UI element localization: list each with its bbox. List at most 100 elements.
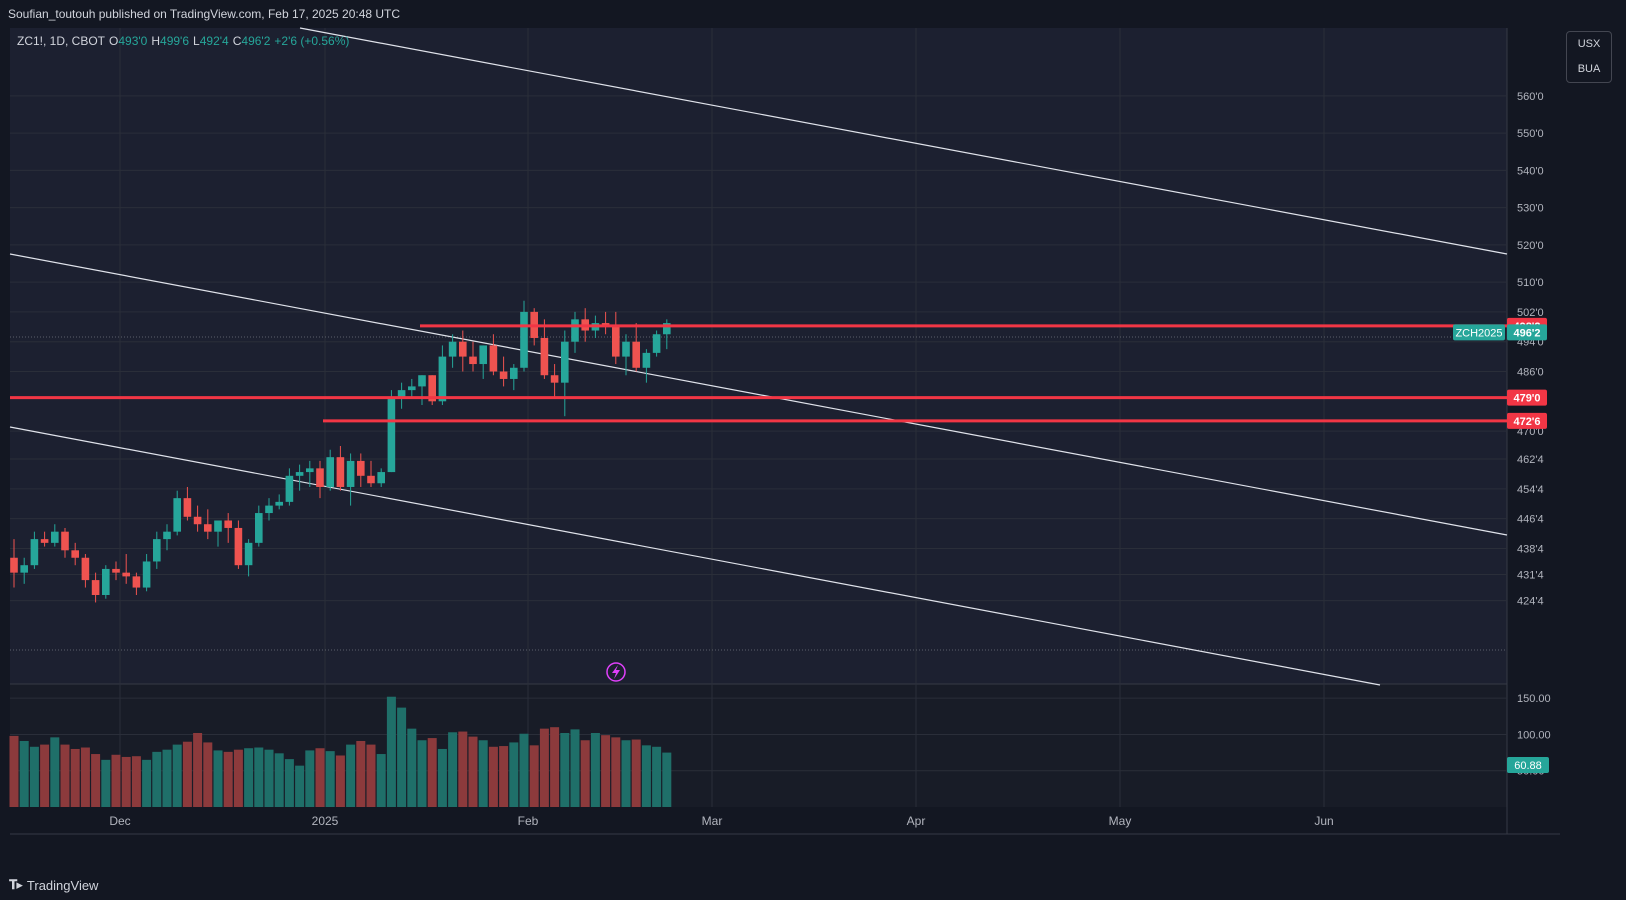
price-tick-label: 470'0 bbox=[1517, 426, 1544, 438]
tradingview-logo[interactable]: 𝐓▸ TradingView bbox=[9, 877, 98, 893]
volume-bar bbox=[386, 696, 396, 807]
time-tick-label: 2025 bbox=[312, 814, 339, 828]
volume-bar bbox=[641, 745, 651, 807]
legend-open: 493'0 bbox=[118, 34, 148, 48]
lightning-icon bbox=[606, 662, 626, 682]
level-price-label: 479'0 bbox=[1513, 393, 1540, 405]
volume-bar bbox=[662, 752, 672, 807]
volume-bar bbox=[203, 742, 213, 807]
symbol-tag bbox=[1453, 324, 1505, 341]
volume-bar bbox=[488, 746, 498, 807]
volume-bar bbox=[560, 732, 570, 807]
candle-down bbox=[193, 516, 202, 525]
volume-bar bbox=[50, 737, 60, 807]
candle-down bbox=[61, 531, 69, 551]
trendline-upper bbox=[299, 27, 1508, 255]
candle-down bbox=[224, 520, 232, 528]
volume-bar bbox=[325, 751, 335, 807]
currency-usx[interactable]: USX bbox=[1577, 38, 1601, 50]
candle-down bbox=[540, 337, 549, 376]
volume-bar bbox=[213, 750, 223, 807]
currency-bua[interactable]: BUA bbox=[1577, 63, 1601, 75]
candle-up bbox=[173, 498, 181, 532]
volume-bar bbox=[570, 729, 580, 807]
volume-bar bbox=[356, 740, 366, 807]
symbol-legend: ZC1!, 1D, CBOT O 493'0 H 499'6 L 492'4 C 496… bbox=[17, 34, 349, 48]
volume-bar bbox=[182, 741, 192, 807]
candle-down bbox=[183, 498, 192, 517]
volume-bar bbox=[193, 732, 203, 807]
time-tick-label: May bbox=[1109, 814, 1132, 828]
horizontal-levels bbox=[10, 324, 1507, 423]
candle-down bbox=[459, 341, 467, 357]
volume-bar bbox=[601, 735, 611, 807]
level-price-label: 472'6 bbox=[1513, 416, 1540, 428]
price-tick-label: 560'0 bbox=[1517, 91, 1544, 103]
legend-low: 492'4 bbox=[199, 34, 229, 48]
currency-unit-toggle[interactable]: USX BUA bbox=[1566, 31, 1612, 83]
candle-up bbox=[418, 375, 426, 387]
candle-down bbox=[10, 557, 18, 573]
volume-bar bbox=[509, 742, 519, 807]
trendlines bbox=[9, 27, 1508, 686]
last-volume-tag bbox=[1507, 757, 1549, 773]
last-price-tag bbox=[1507, 324, 1547, 341]
candle-up bbox=[510, 367, 518, 379]
volume-bar bbox=[9, 735, 19, 807]
volume-bar bbox=[529, 745, 539, 807]
volume-bar bbox=[60, 744, 70, 807]
price-tick-label: 540'0 bbox=[1517, 165, 1544, 177]
candle-up bbox=[102, 568, 110, 595]
footer: 𝐓▸ TradingView bbox=[0, 868, 1626, 900]
volume-bar bbox=[580, 740, 590, 807]
volume-bar bbox=[162, 749, 172, 807]
volume-bar bbox=[315, 748, 325, 807]
publisher-header: Soufian_toutouh published on TradingView… bbox=[0, 0, 1626, 26]
footer-brand: TradingView bbox=[26, 877, 99, 893]
volume-bar bbox=[478, 740, 488, 807]
candle-up bbox=[642, 352, 651, 368]
candle-down bbox=[316, 468, 324, 487]
trendline-lower bbox=[9, 426, 1381, 686]
candle-up bbox=[561, 341, 569, 383]
price-tick-label: 424'4 bbox=[1517, 596, 1544, 608]
candle-up bbox=[652, 334, 661, 353]
volume-bar bbox=[376, 754, 386, 807]
volume-bar bbox=[621, 740, 631, 807]
volume-bar bbox=[142, 759, 152, 807]
time-tick-label: Mar bbox=[702, 814, 723, 828]
candle-down bbox=[40, 539, 49, 543]
volume-bar bbox=[539, 728, 549, 807]
last-volume-label: 60.88 bbox=[1514, 760, 1542, 772]
volume-bar bbox=[40, 744, 50, 807]
candle-down bbox=[632, 341, 640, 368]
candle-up bbox=[622, 341, 630, 357]
volume-bar bbox=[550, 727, 560, 807]
tradingview-logo-icon: 𝐓▸ bbox=[9, 877, 23, 892]
volume-bar bbox=[70, 748, 80, 807]
candle-up bbox=[571, 319, 579, 342]
volume-bar bbox=[254, 747, 264, 807]
legend-close-label: C bbox=[232, 34, 242, 48]
volume-bar bbox=[131, 756, 141, 807]
volume-bar bbox=[519, 733, 529, 807]
trendline-middle bbox=[9, 253, 1508, 536]
price-tick-label: 438'4 bbox=[1517, 543, 1544, 555]
candle-up bbox=[326, 457, 334, 487]
legend-high-label: H bbox=[151, 34, 161, 48]
volume-bar bbox=[274, 753, 284, 807]
volume-bar bbox=[264, 749, 274, 807]
price-chart[interactable]: 560'0550'0540'0530'0520'0510'0502'0494'0… bbox=[0, 0, 1626, 868]
time-tick-label: Apr bbox=[907, 814, 926, 828]
volume-bar bbox=[335, 755, 345, 807]
legend-high: 499'6 bbox=[160, 34, 190, 48]
volume-bar bbox=[295, 765, 305, 807]
last-price-label: 496'2 bbox=[1513, 327, 1540, 339]
candle-up bbox=[663, 323, 671, 335]
time-tick-label: Jun bbox=[1314, 814, 1333, 828]
volume-bar bbox=[152, 751, 162, 807]
candle-down bbox=[357, 460, 365, 476]
candle-up bbox=[265, 505, 273, 514]
candle-up bbox=[295, 472, 304, 476]
price-tick-label: 520'0 bbox=[1517, 240, 1544, 252]
